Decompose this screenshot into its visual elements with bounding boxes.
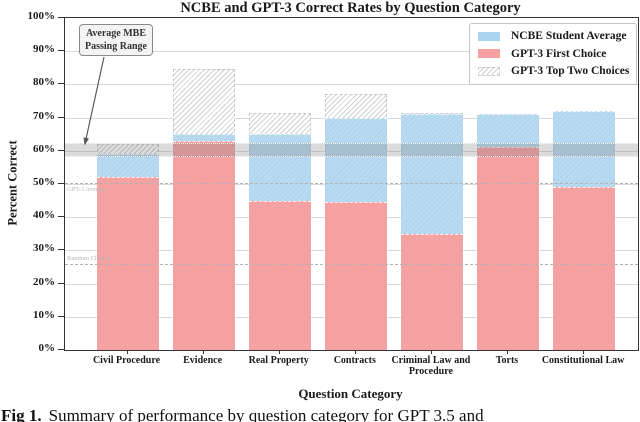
x-tick-torts (507, 350, 508, 354)
figure-caption-number: Fig 1. (1, 406, 42, 422)
y-tick-10 (58, 315, 64, 317)
bar-gpt-first-criminal-law-and-procedure (400, 233, 463, 350)
bar-gpt-first-constitutional-law (553, 187, 616, 350)
x-tick-contracts (354, 350, 356, 354)
figure-caption: Fig 1. Summary of performance by question… (1, 406, 640, 422)
x-tick-constitutional-law (583, 350, 585, 354)
y-tick-50 (58, 183, 64, 184)
legend-label-gpt-first: GPT-3 First Choice (511, 47, 607, 60)
legend-item-ncbe: NCBE Student Average (478, 29, 628, 44)
legend-label-gpt-top-two: GPT-3 Top Two Choices (511, 65, 630, 77)
y-tick-80 (58, 83, 64, 85)
x-tick-label-contracts: Contracts (333, 355, 376, 366)
bar-group-civil-procedure (96, 18, 159, 350)
gridline-80 (65, 84, 638, 86)
y-tick-90 (58, 50, 64, 52)
bar-gpt-first-torts (477, 147, 539, 350)
bar-gpt-first-evidence (172, 140, 235, 350)
y-tick-label-20: 20% (33, 275, 55, 288)
bar-group-criminal-law-and-procedure (400, 18, 463, 350)
legend-swatch-ncbe (478, 31, 500, 41)
y-tick-label-70: 70% (33, 109, 55, 122)
x-tick-label-real-property: Real Property (248, 355, 309, 366)
x-tick-civil-procedure (126, 350, 128, 354)
y-tick-0 (58, 349, 64, 350)
y-tick-label-30: 30% (33, 242, 55, 255)
x-tick-criminal-law-and-procedure (430, 350, 432, 354)
y-tick-70 (58, 116, 64, 118)
bar-group-contracts (324, 18, 387, 350)
y-tick-label-0: 0% (38, 342, 56, 354)
x-tick-label-constitutional-law: Constitutional Law (541, 355, 625, 366)
y-tick-label-80: 80% (33, 76, 55, 89)
bar-gpt-first-civil-procedure (96, 177, 159, 350)
gpt3-average-line (65, 183, 638, 184)
passing-range-annotation-line2: Passing Range (85, 41, 147, 52)
x-axis-label: Question Category (298, 386, 403, 401)
y-tick-label-40: 40% (33, 209, 55, 222)
random-chance-label: Random Chance (67, 255, 111, 263)
legend-label-ncbe: NCBE Student Average (511, 30, 627, 42)
y-tick-label-60: 60% (33, 142, 55, 155)
bar-gpt-first-real-property (248, 200, 311, 350)
legend-item-gpt-first: GPT-3 First Choice (478, 47, 628, 62)
y-tick-30 (58, 249, 64, 251)
x-tick-label-criminal-law-and-procedure: Criminal Law and Procedure (391, 355, 471, 378)
legend: NCBE Student Average GPT-3 First Choice … (469, 23, 637, 85)
x-tick-real-property (278, 350, 280, 354)
legend-swatch-gpt-first (478, 49, 500, 59)
y-tick-20 (58, 282, 64, 284)
bar-gpt-first-contracts (324, 202, 387, 350)
mbe-passing-band (65, 142, 638, 158)
legend-item-gpt-top-two: GPT-3 Top Two Choices (478, 64, 630, 79)
y-tick-40 (58, 216, 64, 218)
bar-group-constitutional-law (553, 18, 616, 350)
legend-swatch-gpt-top-two (478, 66, 500, 76)
y-tick-label-10: 10% (33, 308, 55, 321)
x-tick-label-torts: Torts (495, 355, 519, 366)
bar-group-torts (477, 18, 539, 350)
gpt3-average-label: GPT-3 Average (67, 186, 107, 193)
chart-title: NCBE and GPT-3 Correct Rates by Question… (180, 0, 521, 16)
x-tick-evidence (202, 350, 204, 354)
bar-group-evidence (172, 18, 235, 350)
bar-group-real-property (248, 18, 311, 350)
y-tick-label-50: 50% (33, 176, 55, 188)
random-chance-line (65, 264, 638, 266)
y-tick-label-100: 100% (27, 10, 56, 22)
figure-caption-text: Summary of performance by question categ… (48, 406, 484, 422)
y-tick-60 (58, 149, 64, 151)
gridline-90 (65, 51, 638, 53)
x-tick-label-evidence: Evidence (183, 355, 223, 366)
passing-range-annotation: Average MBE Passing Range (79, 24, 153, 56)
y-tick-label-90: 90% (33, 43, 55, 56)
y-tick-100 (58, 17, 64, 18)
x-tick-label-civil-procedure: Civil Procedure (92, 355, 161, 366)
passing-range-annotation-line1: Average MBE (85, 28, 147, 39)
